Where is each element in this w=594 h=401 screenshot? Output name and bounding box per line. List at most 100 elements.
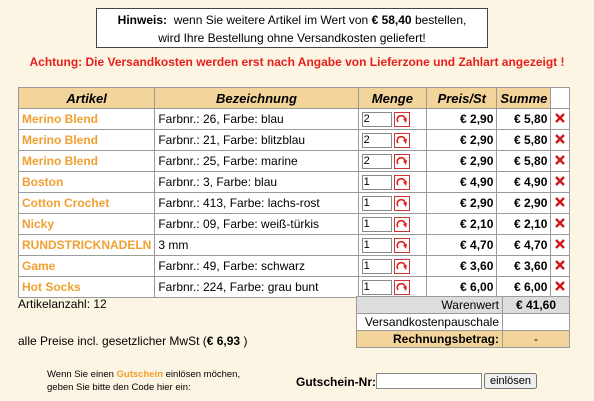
delete-cell xyxy=(550,234,570,256)
article-name: Game xyxy=(17,255,156,277)
quantity-input[interactable] xyxy=(361,258,392,274)
article-name: Nicky xyxy=(17,213,156,235)
shipping-label: Versandkostenpauschale xyxy=(356,313,503,331)
update-icon[interactable] xyxy=(393,111,410,127)
article-name: RUNDSTRICKNADELN xyxy=(17,234,156,256)
quantity-cell xyxy=(357,108,428,130)
summary-table: Warenwert € 41,60 Versandkostenpauschale … xyxy=(356,296,570,348)
delete-cell xyxy=(550,171,570,193)
delete-cell xyxy=(550,150,570,172)
voucher-text: einlösen möchen, xyxy=(165,369,241,380)
quantity-cell xyxy=(357,150,428,172)
vat-amount: € 6,93 xyxy=(206,334,241,348)
unit-price: € 2,90 xyxy=(426,129,498,151)
article-name: Cotton Crochet xyxy=(17,192,156,214)
voucher-text: geben Sie bitte den Code hier ein: xyxy=(47,382,191,393)
description: Farbnr.: 25, Farbe: marine xyxy=(154,150,359,172)
total-label: Rechnungsbetrag: xyxy=(356,330,503,348)
redeem-button[interactable]: einlösen xyxy=(484,373,537,389)
update-icon[interactable] xyxy=(393,258,410,274)
quantity-cell xyxy=(357,234,428,256)
cart-table: Artikel Bezeichnung Menge Preis/St Summe Meri… xyxy=(17,87,570,298)
article-name: Hot Socks xyxy=(17,276,156,298)
quantity-input[interactable] xyxy=(361,216,392,232)
delete-icon[interactable] xyxy=(554,280,566,292)
update-icon[interactable] xyxy=(393,174,410,190)
unit-price: € 2,10 xyxy=(426,213,498,235)
column-header: Menge xyxy=(357,87,428,109)
voucher-highlight: Gutschein xyxy=(116,369,163,380)
description: Farbnr.: 21, Farbe: blitzblau xyxy=(154,129,359,151)
delete-icon[interactable] xyxy=(554,259,566,271)
description: Farbnr.: 224, Farbe: grau bunt xyxy=(154,276,359,298)
line-total: € 4,70 xyxy=(496,234,552,256)
notice-text: bestellen, xyxy=(414,13,467,27)
article-name: Merino Blend xyxy=(17,108,156,130)
description: Farbnr.: 49, Farbe: schwarz xyxy=(154,255,359,277)
update-icon[interactable] xyxy=(393,195,410,211)
total-value: - xyxy=(502,330,570,348)
delete-icon[interactable] xyxy=(554,238,566,250)
quantity-input[interactable] xyxy=(361,132,392,148)
quantity-cell xyxy=(357,171,428,193)
quantity-input[interactable] xyxy=(361,153,392,169)
cart-row: Merino Blend Farbnr.: 21, Farbe: blitzbla… xyxy=(17,129,570,151)
warning: Achtung: Die Versandkosten werden erst n… xyxy=(29,55,565,69)
unit-price: € 4,90 xyxy=(426,171,498,193)
quantity-input[interactable] xyxy=(361,195,392,211)
quantity-cell xyxy=(357,276,428,298)
delete-icon[interactable] xyxy=(554,133,566,145)
update-icon[interactable] xyxy=(393,216,410,232)
line-total: € 3,60 xyxy=(496,255,552,277)
line-total: € 5,80 xyxy=(496,108,552,130)
quantity-input[interactable] xyxy=(361,174,392,190)
notice-text: wird Ihre Bestellung ohne Versandkosten … xyxy=(158,31,426,45)
update-icon[interactable] xyxy=(393,153,410,169)
update-icon[interactable] xyxy=(393,279,410,295)
goods-label: Warenwert xyxy=(356,296,503,314)
update-icon[interactable] xyxy=(393,237,410,253)
description: 3 mm xyxy=(154,234,359,256)
quantity-input[interactable] xyxy=(361,279,392,295)
column-header xyxy=(550,87,570,109)
item-count: Artikelanzahl: 12 xyxy=(18,297,107,311)
line-total: € 6,00 xyxy=(496,276,552,298)
voucher-label: Gutschein-Nr: xyxy=(296,375,377,389)
quantity-input[interactable] xyxy=(361,111,392,127)
delete-icon[interactable] xyxy=(554,112,566,124)
quantity-input[interactable] xyxy=(361,237,392,253)
column-header: Summe xyxy=(496,87,552,109)
cart-row: Cotton Crochet Farbnr.: 413, Farbe: lachs… xyxy=(17,192,570,214)
delete-cell xyxy=(550,276,570,298)
notice-text: wenn Sie weitere Artikel im Wert von xyxy=(173,13,369,27)
voucher-input[interactable] xyxy=(376,373,482,389)
column-header: Preis/St xyxy=(426,87,498,109)
vat-text: ) xyxy=(243,334,248,348)
line-total: € 2,10 xyxy=(496,213,552,235)
description: Farbnr.: 3, Farbe: blau xyxy=(154,171,359,193)
line-total: € 5,80 xyxy=(496,129,552,151)
delete-icon[interactable] xyxy=(554,154,566,166)
delete-cell xyxy=(550,108,570,130)
quantity-cell xyxy=(357,213,428,235)
delete-icon[interactable] xyxy=(554,196,566,208)
vat-note: alle Preise incl. gesetzlicher MwSt (€ 6… xyxy=(18,334,247,348)
shipping-value xyxy=(502,313,570,331)
delete-cell xyxy=(550,255,570,277)
column-header: Artikel xyxy=(17,87,156,109)
delete-icon[interactable] xyxy=(554,217,566,229)
delete-cell xyxy=(550,213,570,235)
description: Farbnr.: 26, Farbe: blau xyxy=(154,108,359,130)
quantity-cell xyxy=(357,192,428,214)
unit-price: € 4,70 xyxy=(426,234,498,256)
unit-price: € 3,60 xyxy=(426,255,498,277)
delete-icon[interactable] xyxy=(554,175,566,187)
update-icon[interactable] xyxy=(393,132,410,148)
